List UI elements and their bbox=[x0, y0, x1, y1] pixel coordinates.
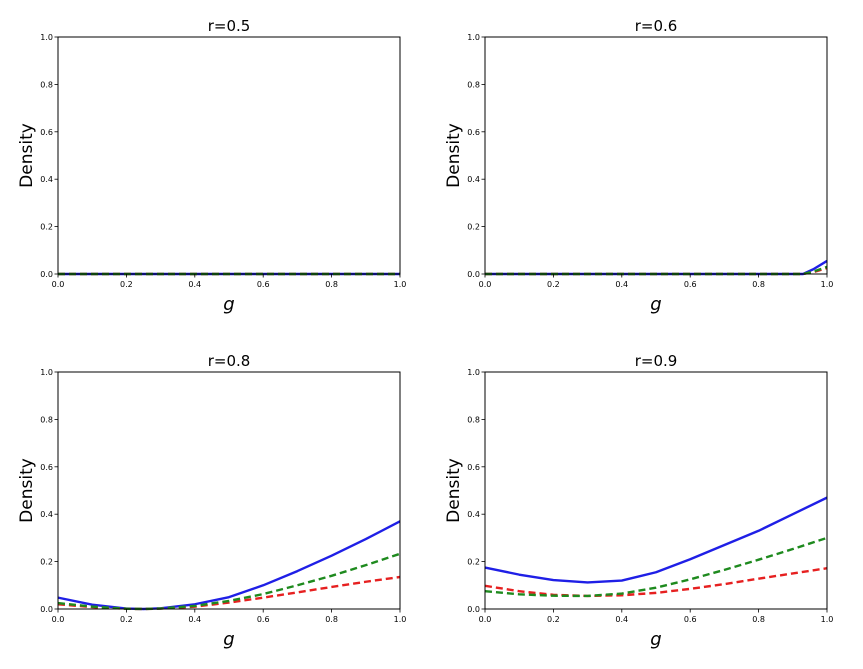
x-tick-label: 0.6 bbox=[257, 280, 270, 289]
panel-2: 0.0 0.2 0.4 0.6 0.8 1.0 0.0 0.2 0.4 0.6 0.8 1.0 r=0.… bbox=[444, 17, 833, 315]
y-axis-label: Density bbox=[444, 458, 464, 523]
y-tick-label: 1.0 bbox=[40, 368, 53, 377]
y-tick-label: 0.4 bbox=[467, 510, 480, 519]
y-tick-label: 0.6 bbox=[40, 128, 53, 137]
y-tick-label: 0.8 bbox=[467, 80, 480, 89]
y-tick-label: 1.0 bbox=[467, 33, 480, 42]
series-line-1 bbox=[484, 496, 828, 584]
series-line-2 bbox=[484, 567, 828, 598]
series-line-2 bbox=[57, 575, 401, 611]
y-axis-label: Density bbox=[444, 123, 464, 188]
y-tick-label: 0.4 bbox=[467, 175, 480, 184]
series-line-1 bbox=[57, 520, 401, 611]
plot-frame bbox=[57, 371, 401, 610]
y-tick-label: 0.0 bbox=[467, 270, 480, 279]
y-tick-label: 1.0 bbox=[40, 33, 53, 42]
panel-title: r=0.6 bbox=[635, 17, 678, 35]
series-line-3 bbox=[484, 536, 828, 598]
x-tick-label: 0.0 bbox=[479, 280, 492, 289]
y-tick-label: 0.6 bbox=[40, 463, 53, 472]
x-tick-label: 0.4 bbox=[188, 280, 201, 289]
y-axis-label: Density bbox=[17, 458, 37, 523]
y-tick-label: 0.6 bbox=[467, 128, 480, 137]
x-axis-label: g bbox=[223, 629, 234, 650]
plot-frame bbox=[484, 36, 828, 275]
panel-4: 0.0 0.2 0.4 0.6 0.8 1.0 0.0 0.2 0.4 0.6 0.8 1.0 r=0.… bbox=[444, 352, 833, 650]
x-tick-label: 0.4 bbox=[615, 280, 628, 289]
x-tick-label: 1.0 bbox=[394, 280, 407, 289]
x-tick-label: 0.8 bbox=[325, 615, 338, 624]
x-tick-label: 0.2 bbox=[120, 280, 133, 289]
x-tick-label: 0.0 bbox=[479, 615, 492, 624]
y-tick-label: 0.2 bbox=[467, 558, 480, 567]
x-tick-label: 0.6 bbox=[684, 615, 697, 624]
plot-frame bbox=[484, 371, 828, 610]
y-tick-label: 0.2 bbox=[40, 223, 53, 232]
panel-3: 0.0 0.2 0.4 0.6 0.8 1.0 0.0 0.2 0.4 0.6 0.8 1.0 r=0.… bbox=[17, 352, 406, 650]
plot-frame bbox=[57, 36, 401, 275]
x-tick-label: 1.0 bbox=[394, 615, 407, 624]
x-tick-label: 0.4 bbox=[188, 615, 201, 624]
x-tick-label: 1.0 bbox=[821, 280, 834, 289]
y-tick-label: 0.8 bbox=[40, 415, 53, 424]
y-tick-label: 0.4 bbox=[40, 175, 53, 184]
x-tick-label: 0.2 bbox=[547, 280, 560, 289]
x-tick-label: 0.2 bbox=[120, 615, 133, 624]
x-tick-label: 0.6 bbox=[684, 280, 697, 289]
x-tick-label: 0.8 bbox=[752, 280, 765, 289]
y-tick-label: 0.2 bbox=[467, 223, 480, 232]
x-tick-label: 0.8 bbox=[752, 615, 765, 624]
x-axis-label: g bbox=[650, 629, 661, 650]
x-tick-label: 0.2 bbox=[547, 615, 560, 624]
panel-title: r=0.5 bbox=[208, 17, 251, 35]
panel-title: r=0.9 bbox=[635, 352, 678, 370]
x-axis-label: g bbox=[650, 294, 661, 315]
panel-1: 0.0 0.2 0.4 0.6 0.8 1.0 0.0 0.2 0.4 0.6 0.8 1.0 r=0.… bbox=[17, 17, 406, 315]
panel-title: r=0.8 bbox=[208, 352, 251, 370]
y-tick-label: 0.6 bbox=[467, 463, 480, 472]
x-tick-label: 0.8 bbox=[325, 280, 338, 289]
x-tick-label: 0.6 bbox=[257, 615, 270, 624]
y-tick-label: 0.4 bbox=[40, 510, 53, 519]
y-tick-label: 0.0 bbox=[40, 270, 53, 279]
y-tick-label: 0.8 bbox=[40, 80, 53, 89]
y-axis-label: Density bbox=[17, 123, 37, 188]
y-tick-label: 1.0 bbox=[467, 368, 480, 377]
y-tick-label: 0.2 bbox=[40, 558, 53, 567]
x-tick-label: 0.4 bbox=[615, 615, 628, 624]
series-line-1 bbox=[485, 259, 828, 276]
x-axis-label: g bbox=[223, 294, 234, 315]
series-line-3 bbox=[57, 552, 401, 611]
x-tick-label: 0.0 bbox=[52, 280, 65, 289]
y-tick-label: 0.0 bbox=[40, 605, 53, 614]
y-tick-label: 0.8 bbox=[467, 415, 480, 424]
x-tick-label: 1.0 bbox=[821, 615, 834, 624]
y-tick-label: 0.0 bbox=[467, 605, 480, 614]
x-tick-label: 0.0 bbox=[52, 615, 65, 624]
